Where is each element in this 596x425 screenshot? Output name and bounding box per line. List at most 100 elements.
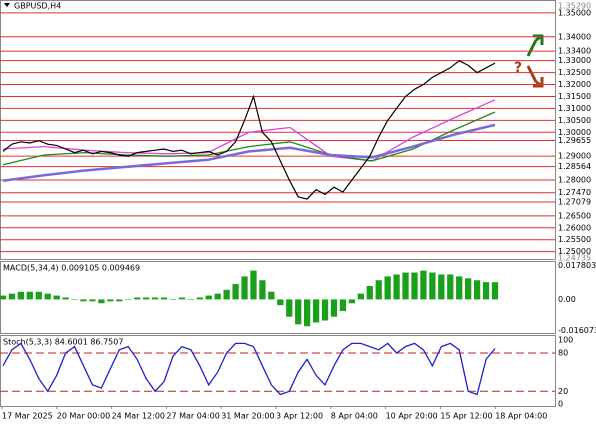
macd-bar <box>89 299 96 302</box>
macd-bar <box>295 299 302 325</box>
macd-tick-label: 0.00 <box>558 295 576 304</box>
macd-bar <box>277 299 284 306</box>
price-label: 1.29655 <box>558 136 591 145</box>
macd-bar <box>125 299 132 300</box>
date-label: 8 Apr 04:00 <box>331 412 378 421</box>
svg-text:?: ? <box>514 60 522 76</box>
macd-bar <box>187 299 194 300</box>
macd-bar <box>107 299 114 302</box>
macd-bar <box>420 270 427 300</box>
stoch-tick-label: 100 <box>558 336 573 345</box>
date-label: 17 Mar 2025 <box>2 412 53 421</box>
macd-bar <box>312 299 320 323</box>
date-label: 27 Mar 04:00 <box>166 412 219 421</box>
price-label: 1.25500 <box>558 235 591 244</box>
stoch-line <box>2 342 496 396</box>
macd-title: MACD(5,34,4) 0.009105 0.009469 <box>3 264 140 273</box>
date-label: 24 Mar 12:00 <box>112 412 165 421</box>
macd-bar <box>116 299 123 302</box>
macd-bar <box>232 284 239 300</box>
macd-bar <box>259 280 266 300</box>
price-label: 1.32000 <box>558 80 591 89</box>
macd-bar <box>205 295 212 300</box>
macd-bar <box>438 274 445 300</box>
macd-bar <box>142 297 150 300</box>
price-label: 1.35290 <box>558 2 591 11</box>
price-panel <box>0 0 556 260</box>
macd-tick-label: -0.016073 <box>558 326 596 335</box>
macd-bar <box>429 272 436 300</box>
macd-bar <box>447 274 454 300</box>
macd-bar <box>17 291 25 300</box>
macd-bar <box>0 295 7 300</box>
macd-bar <box>134 297 141 300</box>
stoch-tick-label: 80 <box>558 348 568 357</box>
macd-bar <box>196 297 203 300</box>
macd-bar <box>286 299 293 317</box>
price-label: 1.32500 <box>558 68 591 77</box>
price-label: 1.29000 <box>558 152 591 161</box>
macd-bar <box>375 280 382 300</box>
price-label: 1.33400 <box>558 47 591 56</box>
price-label: 1.28564 <box>558 162 591 171</box>
price-label: 1.28000 <box>558 176 591 185</box>
stoch-title: Stoch(5,3,3) 84.6001 86.7507 <box>3 338 123 347</box>
macd-bar <box>456 276 463 300</box>
buy-sell-icons: ? <box>514 34 544 88</box>
price-label: 1.27079 <box>558 198 591 207</box>
price-label: 1.34000 <box>558 32 591 41</box>
macd-bar <box>473 280 481 300</box>
macd-bar <box>339 299 347 311</box>
macd-bar <box>465 278 472 300</box>
stoch-tick-label: 0 <box>558 400 563 409</box>
price-label: 1.31000 <box>558 104 591 113</box>
date-label: 10 Apr 20:00 <box>386 412 438 421</box>
macd-bar <box>80 299 87 302</box>
price-label: 1.26000 <box>558 223 591 232</box>
date-label: 31 Mar 20:00 <box>221 412 274 421</box>
macd-bar <box>8 293 16 300</box>
macd-bar <box>223 289 230 300</box>
macd-bar <box>330 299 338 317</box>
macd-bar <box>160 297 168 300</box>
macd-tick-label: 0.017803 <box>558 261 596 270</box>
macd-bar <box>491 282 499 300</box>
date-label: 18 Apr 04:00 <box>495 412 547 421</box>
macd-bar <box>268 291 275 300</box>
price-label: 1.24735 <box>558 254 591 263</box>
macd-bar <box>44 293 51 300</box>
price-label: 1.33000 <box>558 56 591 65</box>
macd-bar <box>26 291 33 300</box>
macd-bar <box>482 282 490 300</box>
macd-bar <box>214 293 221 300</box>
date-label: 15 Apr 12:00 <box>440 412 492 421</box>
macd-bar <box>241 276 248 300</box>
macd-bar <box>384 276 391 300</box>
stoch-tick-label: 20 <box>558 387 568 396</box>
moving-average <box>2 123 496 183</box>
date-label: 3 Apr 12:00 <box>276 412 323 421</box>
macd-bar <box>53 295 60 300</box>
moving-average <box>2 111 496 166</box>
date-label: 20 Mar 00:00 <box>57 412 110 421</box>
macd-bar <box>169 299 177 300</box>
stoch-panel <box>0 335 556 407</box>
macd-bar <box>250 270 257 300</box>
macd-bar <box>366 285 373 300</box>
price-label: 1.30500 <box>558 116 591 125</box>
macd-bar <box>348 299 356 304</box>
macd-bar <box>357 293 364 300</box>
chart-title: GBPUSD,H4 <box>14 2 61 11</box>
price-label: 1.35000 <box>558 8 591 17</box>
macd-bar <box>151 297 159 300</box>
price-label: 1.26500 <box>558 211 591 220</box>
macd-bar <box>98 299 105 304</box>
macd-bar <box>304 299 311 327</box>
macd-bar <box>411 272 418 300</box>
title-arrow <box>4 3 10 7</box>
macd-bar <box>402 272 409 300</box>
macd-bar <box>393 274 400 300</box>
price-line <box>2 59 496 200</box>
macd-bar <box>71 299 78 300</box>
